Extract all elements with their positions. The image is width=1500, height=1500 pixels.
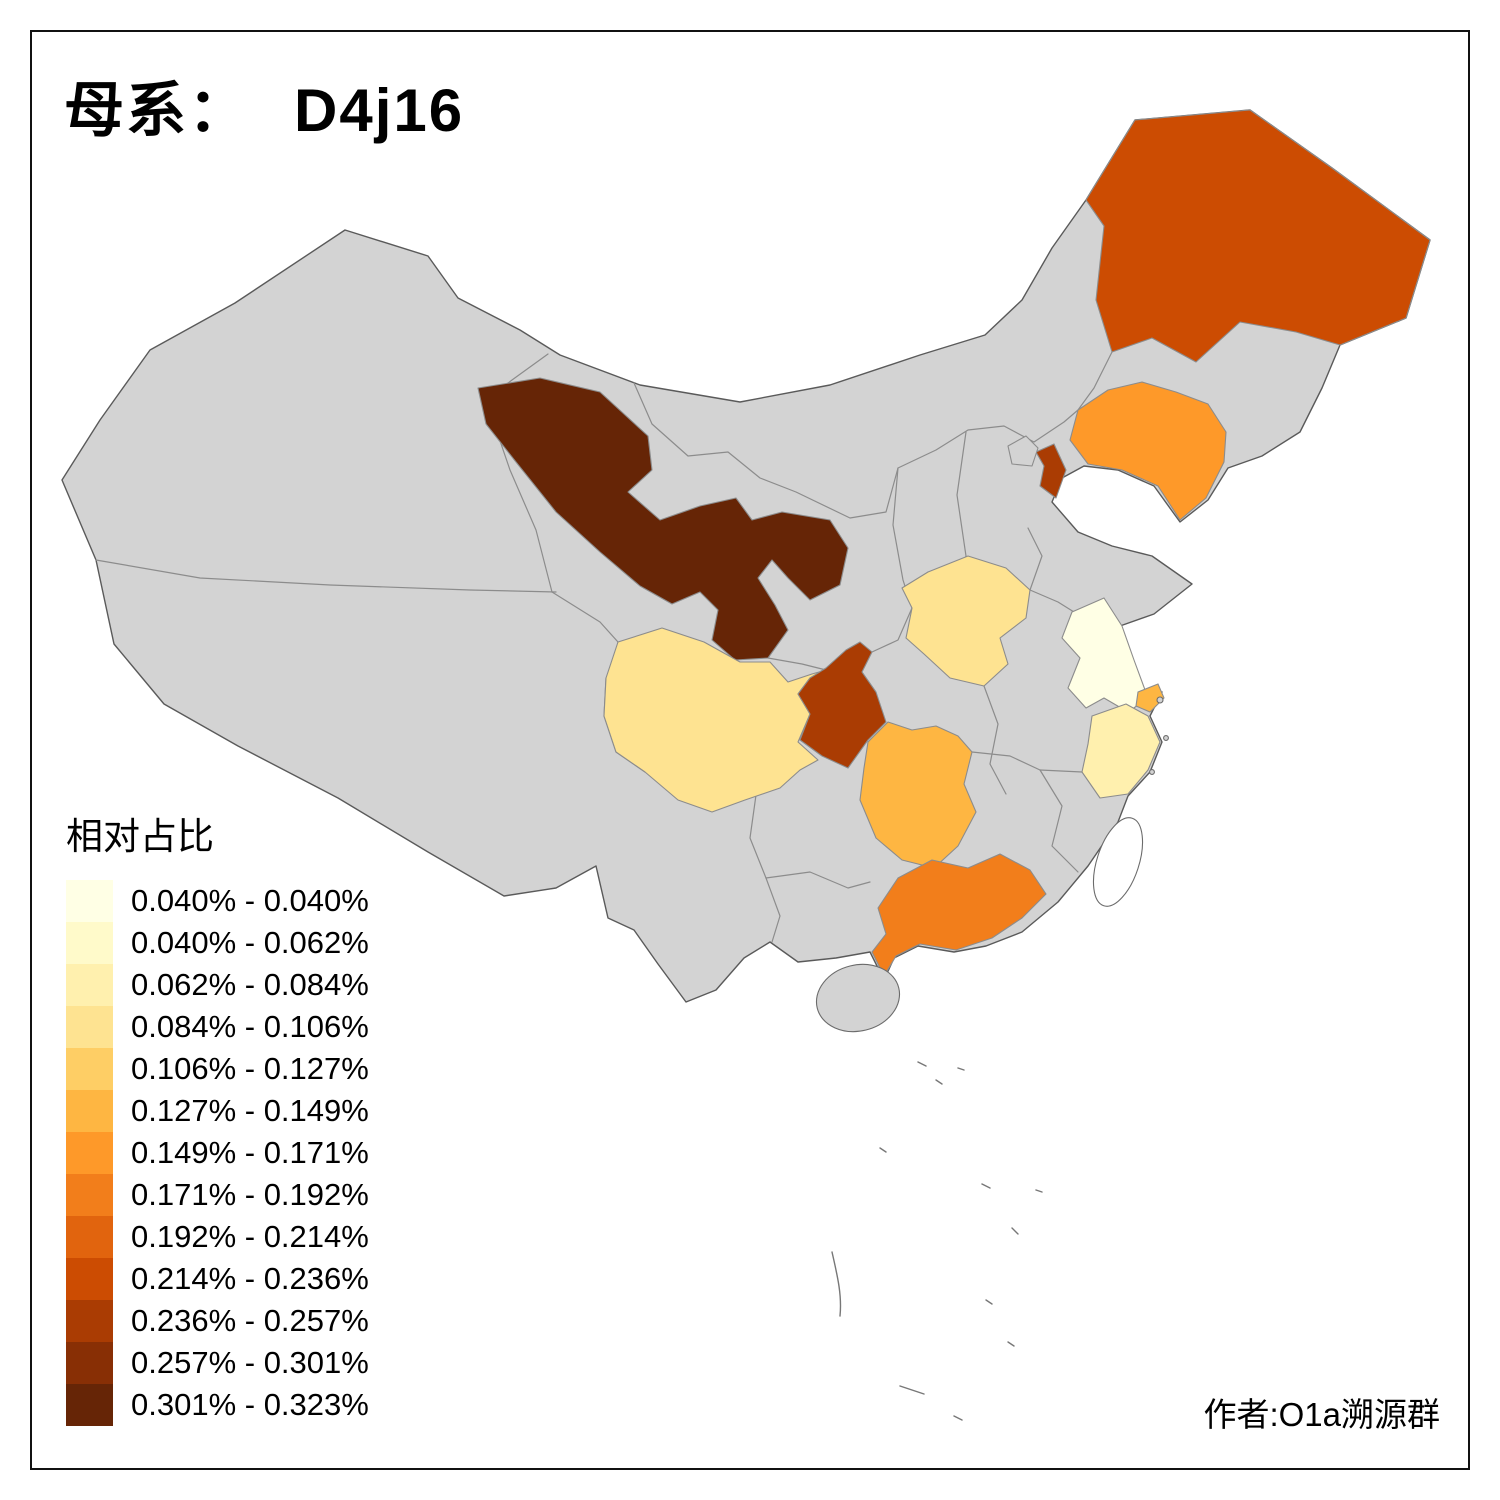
- border-jiangxi-fujian: [1039, 769, 1079, 873]
- author-credit: 作者:O1a溯源群: [1203, 1396, 1440, 1433]
- legend-item: 0.192% - 0.214%: [66, 1216, 369, 1258]
- legend-item: 0.171% - 0.192%: [66, 1174, 369, 1216]
- province-chongqing: [797, 641, 887, 769]
- legend-item: 0.257% - 0.301%: [66, 1342, 369, 1384]
- legend-label: 0.149% - 0.171%: [131, 1135, 369, 1170]
- legend-label: 0.192% - 0.214%: [131, 1219, 369, 1254]
- legend-label: 0.062% - 0.084%: [131, 967, 369, 1002]
- sea-dash-line-west: [831, 1251, 842, 1317]
- legend-swatch: [66, 922, 113, 964]
- province-beijing: [1007, 435, 1039, 467]
- legend-swatch: [66, 1048, 113, 1090]
- legend-swatch: [66, 1006, 113, 1048]
- province-shanghai: [1135, 683, 1165, 713]
- province-liaoning: [1069, 381, 1227, 521]
- map-title: 母系： D4j16: [64, 62, 464, 149]
- legend-item: 0.106% - 0.127%: [66, 1048, 369, 1090]
- border-xinjiang-tibet: [95, 559, 557, 593]
- province-zhejiang: [1081, 703, 1161, 799]
- legend-swatch: [66, 1300, 113, 1342]
- border-shaanxi-south: [767, 607, 913, 671]
- province-gansu: [477, 377, 849, 661]
- sea-paracel-marks: [879, 1061, 965, 1153]
- legend-swatch: [66, 1342, 113, 1384]
- border-shandong-south: [1029, 589, 1075, 613]
- map-title-value: D4j16: [294, 77, 465, 144]
- legend-item: 0.040% - 0.040%: [66, 880, 369, 922]
- sea-macclesfield-marks: [981, 1183, 1043, 1235]
- legend-swatch: [66, 1258, 113, 1300]
- islet-zhoushan: [1156, 696, 1164, 704]
- border-yunnan-guangxi: [765, 877, 781, 943]
- province-heilongjiang: [1085, 109, 1431, 363]
- map-title-label: 母系：: [64, 77, 250, 144]
- legend-swatch: [66, 964, 113, 1006]
- legend: 相对占比 0.040% - 0.040% 0.040% - 0.062% 0.0…: [66, 806, 369, 1426]
- legend-label: 0.214% - 0.236%: [131, 1261, 369, 1296]
- legend-label: 0.127% - 0.149%: [131, 1093, 369, 1128]
- legend-swatch: [66, 880, 113, 922]
- legend-label: 0.084% - 0.106%: [131, 1009, 369, 1044]
- legend-swatch: [66, 1384, 113, 1426]
- legend-swatch: [66, 1174, 113, 1216]
- province-henan: [901, 555, 1031, 687]
- islet-fujian: [1149, 769, 1155, 775]
- legend-label: 0.040% - 0.062%: [131, 925, 369, 960]
- border-inner-mongolia-jilin: [1077, 351, 1113, 411]
- legend-label: 0.106% - 0.127%: [131, 1051, 369, 1086]
- legend-item: 0.236% - 0.257%: [66, 1300, 369, 1342]
- legend-swatch: [66, 1132, 113, 1174]
- sea-spratly-marks: [899, 1299, 1015, 1421]
- legend-item: 0.127% - 0.149%: [66, 1090, 369, 1132]
- legend-label: 0.171% - 0.192%: [131, 1177, 369, 1212]
- legend-title: 相对占比: [66, 816, 214, 857]
- island-taiwan: [1092, 817, 1144, 907]
- legend-label: 0.236% - 0.257%: [131, 1303, 369, 1338]
- legend-label: 0.257% - 0.301%: [131, 1345, 369, 1380]
- legend-item: 0.062% - 0.084%: [66, 964, 369, 1006]
- legend-item: 0.040% - 0.062%: [66, 922, 369, 964]
- border-jiangxi-north: [971, 751, 1083, 773]
- legend-label: 0.040% - 0.040%: [131, 883, 369, 918]
- legend-item: 0.301% - 0.323%: [66, 1384, 369, 1426]
- island-hainan: [815, 963, 901, 1033]
- province-tianjin: [1035, 443, 1067, 499]
- province-sichuan: [603, 627, 827, 813]
- legend-item: 0.149% - 0.171%: [66, 1132, 369, 1174]
- legend-item: 0.214% - 0.236%: [66, 1258, 369, 1300]
- province-hunan: [859, 721, 977, 869]
- legend-label: 0.301% - 0.323%: [131, 1387, 369, 1422]
- province-jiangsu: [1061, 597, 1149, 713]
- legend-item: 0.084% - 0.106%: [66, 1006, 369, 1048]
- border-yunnan-guizhou: [749, 794, 767, 879]
- border-tibet-qinghai: [551, 591, 619, 643]
- border-guizhou-guangxi: [765, 871, 871, 889]
- province-guangdong: [871, 853, 1047, 977]
- legend-swatch: [66, 1090, 113, 1132]
- border-hubei-anhui: [983, 685, 1007, 795]
- islet-east-coast: [1163, 735, 1169, 741]
- border-hebei-shandong: [1027, 527, 1043, 591]
- legend-swatch: [66, 1216, 113, 1258]
